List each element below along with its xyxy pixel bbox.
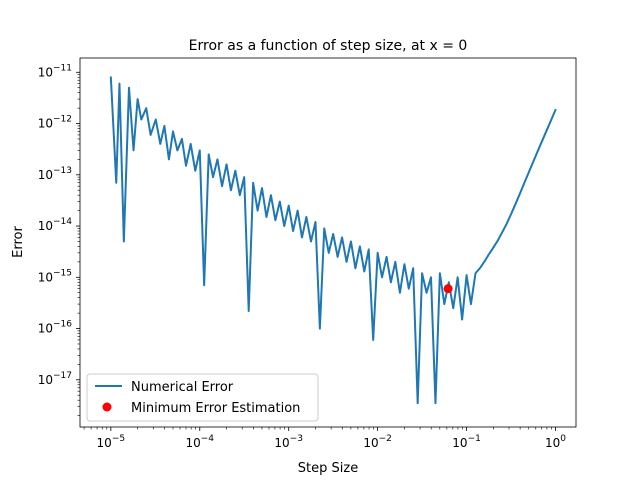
y-tick-label: 10−12 [38,115,72,131]
y-tick-label: 10−17 [38,371,72,387]
numerical-error-line [109,76,557,405]
y-tick-label-exponent: −11 [53,63,72,73]
y-tick-label: 10−11 [38,63,72,79]
chart-title: Error as a function of step size, at x =… [189,38,468,54]
x-tick-label-exponent: 0 [560,434,566,444]
legend: Numerical Error Minimum Error Estimation [86,373,319,422]
x-tick-label-base: 10 [97,436,112,450]
x-tick-label: 10−3 [274,434,303,450]
x-tick-label-base: 10 [363,436,378,450]
y-tick-label-base: 10 [38,168,53,182]
y-tick-label-exponent: −13 [53,166,72,176]
y-tick-label: 10−13 [38,166,72,182]
y-tick-label-base: 10 [38,322,53,336]
series-markers [443,284,453,294]
axes-frame [79,57,577,428]
x-tick-label: 10−2 [363,434,392,450]
y-tick-label-exponent: −16 [53,320,72,330]
y-tick-label-exponent: −14 [53,217,72,227]
x-axis-label: Step Size [298,461,358,476]
x-tick-label-base: 10 [185,436,200,450]
legend-marker-swatch [102,402,112,412]
x-tick-label-exponent: −2 [379,434,392,444]
x-tick-label: 10−4 [185,434,214,450]
y-tick-label-base: 10 [38,270,53,284]
y-tick-label-exponent: −12 [53,115,72,125]
y-tick-label: 10−16 [38,320,73,336]
x-tick-label-base: 10 [274,436,289,450]
legend-box [86,373,319,422]
minimum-error-point [443,284,453,294]
y-tick-label-base: 10 [38,65,53,79]
y-tick-label-base: 10 [38,219,53,233]
x-tick-label: 10−5 [97,434,126,450]
legend-label-numerical-error: Numerical Error [131,380,234,395]
x-tick-label-exponent: −5 [112,434,125,444]
plot-area [79,57,577,428]
x-tick-label-base: 10 [545,436,560,450]
y-tick-label-exponent: −17 [53,371,72,381]
x-axis: 10−5 10−4 10−3 10−2 10−1 100 [83,427,566,450]
y-tick-label-base: 10 [38,117,53,131]
series-lines [109,76,557,405]
y-tick-label-exponent: −15 [53,268,72,278]
y-tick-label: 10−14 [38,217,73,233]
y-tick-label: 10−15 [38,268,72,284]
y-axis-label: Error [11,226,26,258]
x-tick-label-exponent: −3 [290,434,303,444]
y-tick-label-base: 10 [38,373,53,387]
x-tick-label: 100 [545,434,566,450]
x-tick-label-base: 10 [452,436,467,450]
x-tick-label: 10−1 [452,434,481,450]
legend-label-minimum-error-estimation: Minimum Error Estimation [131,401,300,416]
x-tick-label-exponent: −1 [468,434,481,444]
x-tick-label-exponent: −4 [201,434,215,444]
